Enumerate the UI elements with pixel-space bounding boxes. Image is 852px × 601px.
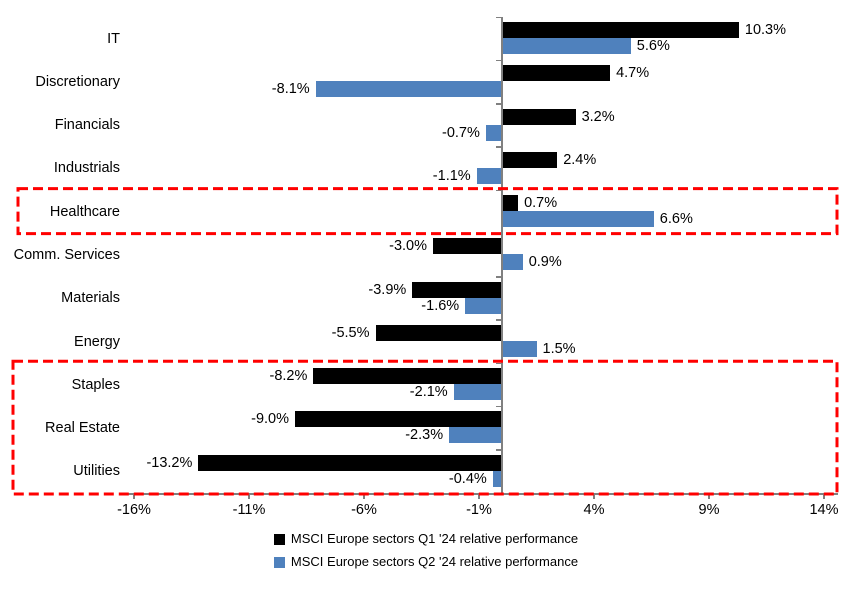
x-axis-tick-label: 9%: [698, 502, 720, 518]
legend-item-q1: MSCI Europe sectors Q1 '24 relative perf…: [273, 531, 579, 547]
category-label: Energy: [74, 333, 120, 350]
q2-bar: [485, 124, 502, 141]
y-axis-tick: [496, 16, 501, 18]
x-axis-tick: [823, 493, 825, 499]
q1-bar: [375, 324, 502, 341]
legend-swatch-q2-icon: [273, 556, 285, 568]
value-label: -1.1%: [432, 167, 471, 184]
x-axis-tick-label: -1%: [466, 502, 492, 518]
value-label: -8.2%: [269, 368, 308, 385]
q1-bar: [295, 411, 502, 428]
value-label: -8.1%: [271, 81, 310, 98]
q1-bar: [198, 454, 502, 471]
y-axis-tick: [496, 232, 501, 235]
category-label: Financials: [54, 117, 120, 134]
q2-bar: [502, 38, 631, 54]
category-label: Staples: [71, 376, 120, 393]
value-label: 6.6%: [659, 211, 693, 228]
x-axis-tick: [708, 493, 710, 499]
value-label: -0.7%: [442, 124, 480, 141]
value-label: 5.6%: [636, 38, 670, 54]
category-label: Comm. Services: [13, 247, 120, 263]
x-axis-tick: [133, 493, 135, 499]
value-label: 0.9%: [528, 254, 562, 271]
legend-swatch-q1-icon: [273, 533, 285, 545]
q2-bar: [476, 167, 502, 184]
value-label: -3.9%: [368, 281, 407, 298]
q2-bar: [315, 81, 502, 98]
x-axis-tick-label: 14%: [809, 502, 839, 518]
q1-bar: [412, 281, 502, 298]
q1-bar: [502, 65, 611, 82]
value-label: -0.4%: [448, 470, 487, 487]
y-axis-tick: [496, 103, 501, 105]
value-label: 4.7%: [616, 65, 650, 82]
legend-item-q2: MSCI Europe sectors Q2 '24 relative perf…: [273, 554, 579, 570]
x-axis-tick: [248, 493, 250, 499]
legend-label-q2: MSCI Europe sectors Q2 '24 relative perf…: [290, 554, 579, 569]
value-label: -2.3%: [405, 427, 444, 444]
category-label: IT: [107, 30, 120, 47]
y-axis-tick: [496, 449, 501, 451]
value-label: 1.5%: [542, 340, 576, 357]
x-axis-tick-label: 4%: [583, 502, 605, 518]
y-axis-tick: [496, 492, 501, 494]
q1-bar: [502, 151, 558, 168]
value-label: -1.6%: [421, 297, 460, 314]
category-label: Healthcare: [49, 203, 120, 220]
y-axis-tick: [496, 59, 501, 62]
q2-bar: [453, 384, 502, 401]
category-label: Materials: [61, 290, 120, 307]
x-axis-tick: [478, 493, 480, 499]
q2-bar: [502, 340, 537, 357]
x-axis-tick: [593, 493, 595, 499]
category-label: Industrials: [53, 160, 120, 177]
category-label: Discretionary: [35, 73, 120, 90]
category-label: Real Estate: [45, 420, 120, 437]
q1-bar: [433, 238, 502, 255]
y-axis-line: [501, 17, 503, 493]
legend-label-q1: MSCI Europe sectors Q1 '24 relative perf…: [290, 531, 579, 546]
y-axis-tick: [496, 146, 501, 148]
q2-bar: [449, 427, 502, 444]
q1-bar: [502, 108, 576, 125]
x-axis-tick-label: -6%: [351, 502, 377, 518]
y-axis-tick: [496, 189, 501, 192]
value-label: 2.4%: [563, 151, 597, 168]
legend: MSCI Europe sectors Q1 '24 relative perf…: [0, 531, 852, 570]
y-axis-tick: [496, 405, 501, 408]
x-axis-tick-label: -16%: [117, 502, 151, 518]
value-label: -9.0%: [251, 411, 289, 428]
value-label: -5.5%: [331, 324, 370, 341]
value-label: 3.2%: [581, 108, 615, 125]
q1-bar: [502, 22, 739, 38]
q1-bar: [313, 368, 502, 385]
value-label: 0.7%: [524, 195, 558, 212]
q1-bar: [502, 195, 519, 212]
q2-bar: [465, 297, 502, 314]
y-axis-tick: [496, 276, 501, 278]
q2-bar: [502, 211, 654, 228]
value-label: -13.2%: [146, 454, 193, 471]
y-axis-tick: [496, 362, 501, 365]
category-label: Utilities: [73, 463, 120, 480]
x-axis-tick-label: -11%: [232, 502, 266, 518]
value-label: 10.3%: [744, 22, 787, 38]
y-axis-tick: [496, 319, 501, 321]
x-axis-tick: [363, 493, 365, 499]
q2-bar: [502, 254, 523, 271]
value-label: -2.1%: [409, 384, 448, 401]
value-label: -3.0%: [389, 238, 427, 255]
